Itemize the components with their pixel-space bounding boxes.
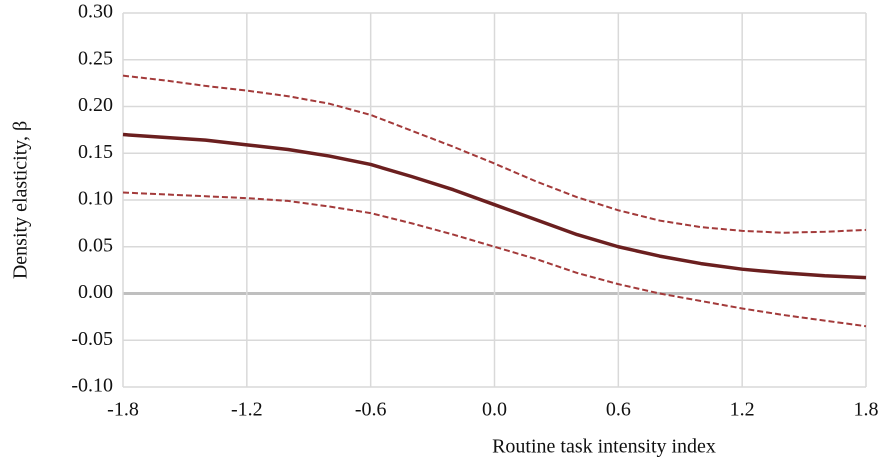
x-tick-label: 1.8 — [854, 399, 879, 421]
x-tick-label: -1.8 — [107, 399, 139, 421]
y-tick-label: 0.20 — [78, 94, 113, 116]
y-tick-label: 0.10 — [78, 188, 113, 210]
series-line — [122, 74, 867, 234]
y-tick-label: 0.00 — [78, 281, 113, 303]
y-tick-label: -0.10 — [71, 375, 113, 397]
y-tick-label: 0.15 — [78, 141, 113, 163]
y-axis-label: Density elasticity, β — [10, 121, 32, 279]
y-tick-label: 0.05 — [78, 234, 113, 256]
x-tick-label: -0.6 — [355, 399, 387, 421]
series-line — [122, 191, 867, 328]
x-axis-label: Routine task intensity index — [492, 436, 716, 458]
y-tick-label: 0.30 — [78, 1, 113, 23]
x-tick-label: -1.2 — [231, 399, 263, 421]
series-line — [122, 132, 867, 280]
x-tick-label: 0.0 — [482, 399, 507, 421]
y-tick-label: 0.25 — [78, 47, 113, 69]
y-tick-label: -0.05 — [71, 328, 113, 350]
x-tick-label: 0.6 — [606, 399, 631, 421]
x-tick-label: 1.2 — [730, 399, 755, 421]
